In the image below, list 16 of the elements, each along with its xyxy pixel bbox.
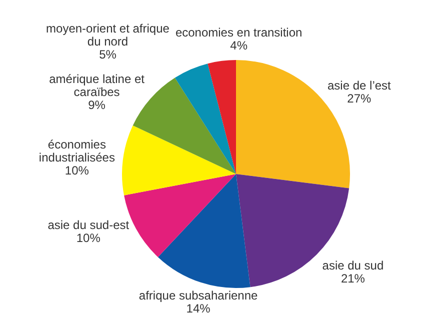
data-label: 27% [347,92,372,106]
data-label: 14% [186,301,211,316]
data-label: 5% [99,47,117,62]
slice-label: afrique subsaharienne [138,288,258,302]
data-label: 21% [340,272,366,286]
slice-label: asie de l’est [328,78,392,93]
slice-label: asie du sud-est [48,218,130,232]
data-label: 10% [64,164,90,178]
slice-label: amérique latine et caraïbes [49,72,146,100]
data-label: 4% [230,38,248,52]
slice-label: moyen-orient et afrique du nord [46,21,170,48]
slice-label: économies industrialisées [38,138,115,165]
slice-label: asie du sud [322,258,384,273]
data-label: 10% [76,231,101,246]
slice-label: economies en transition [175,25,302,40]
data-label: 9% [88,98,106,112]
